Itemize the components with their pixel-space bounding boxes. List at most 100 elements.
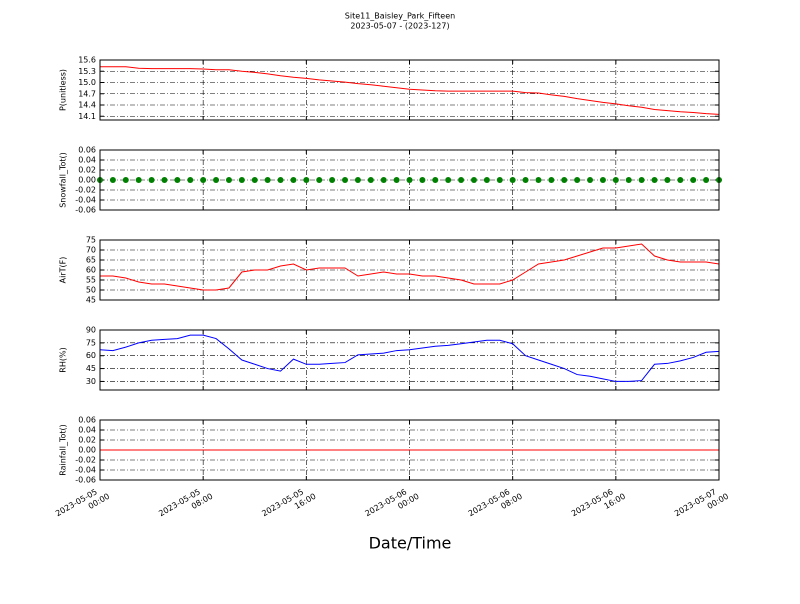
y-tick-label: 30 (86, 377, 96, 386)
plot-frame (99, 239, 720, 301)
data-point (303, 177, 310, 183)
data-line (100, 243, 720, 291)
data-point (703, 177, 710, 183)
y-tick-label: 70 (86, 246, 96, 255)
y-tick-label: 0.06 (78, 416, 96, 425)
data-point (651, 177, 658, 183)
data-point (225, 177, 232, 183)
data-point (587, 177, 594, 183)
data-point (161, 177, 168, 183)
y-tick-label: 45 (86, 296, 96, 305)
data-point (367, 177, 374, 183)
y-tick-label: 0.00 (78, 446, 96, 455)
x-tick-label: 2023-05-05 08:00 (157, 483, 214, 527)
y-axis-label: P(unitless) (59, 69, 68, 111)
data-point (200, 177, 207, 183)
x-tick-label: 2023-05-05 00:00 (54, 483, 111, 527)
data-point (316, 177, 323, 183)
data-point (625, 177, 632, 183)
data-point (406, 177, 413, 183)
y-tick-label: 0.02 (78, 166, 96, 175)
y-tick-label: 45 (86, 364, 96, 373)
y-tick-label: -0.06 (75, 206, 96, 215)
data-point (174, 177, 181, 183)
data-point (393, 177, 400, 183)
data-point (329, 177, 336, 183)
data-point (342, 177, 349, 183)
x-tick-label: 2023-05-07 00:00 (673, 483, 730, 527)
y-tick-label: 14.1 (78, 112, 96, 121)
y-tick-label: 65 (86, 256, 96, 265)
data-point (277, 177, 284, 183)
data-point (122, 177, 129, 183)
y-tick-label: 15.0 (78, 78, 96, 87)
y-tick-label: -0.02 (75, 186, 96, 195)
y-tick-label: -0.02 (75, 456, 96, 465)
y-axis-label: RH(%) (59, 347, 68, 372)
y-axis-label: Snowfall_Tot() (59, 152, 68, 208)
y-axis-label: AirT(F) (59, 257, 68, 284)
x-tick-label: 2023-05-05 16:00 (260, 483, 317, 527)
data-point (470, 177, 477, 183)
data-line (99, 334, 720, 382)
y-tick-label: 90 (86, 326, 96, 335)
data-point (509, 177, 516, 183)
data-point (522, 177, 529, 183)
y-tick-label: 75 (86, 236, 96, 245)
data-point (690, 177, 697, 183)
y-tick-label: 60 (86, 351, 96, 360)
x-tick-label: 2023-05-06 00:00 (364, 483, 421, 527)
data-point (664, 177, 671, 183)
data-point (251, 177, 258, 183)
chart-subtitle: 2023-05-07 - (2023-127) (350, 22, 449, 31)
data-point (445, 177, 452, 183)
data-point (135, 177, 142, 183)
data-point (419, 177, 426, 183)
data-point (599, 177, 606, 183)
data-point (354, 177, 361, 183)
data-point (458, 177, 465, 183)
data-point (380, 177, 387, 183)
data-point (109, 177, 116, 183)
data-point (561, 177, 568, 183)
data-point (638, 177, 645, 183)
y-tick-label: -0.04 (75, 466, 96, 475)
data-point (148, 177, 155, 183)
y-tick-label: 15.6 (78, 56, 96, 65)
y-tick-label: -0.06 (75, 476, 96, 485)
data-point (432, 177, 439, 183)
x-tick-label: 2023-05-06 16:00 (570, 483, 627, 527)
data-line (100, 66, 720, 115)
y-tick-label: 50 (86, 286, 96, 295)
plot-frame (99, 329, 720, 391)
y-tick-label: 75 (86, 338, 96, 347)
y-tick-label: 15.3 (78, 67, 96, 76)
plot-frame (99, 419, 720, 481)
y-axis-label: Rainfall_Tot() (59, 424, 68, 476)
data-point (496, 177, 503, 183)
y-tick-label: 0.06 (78, 146, 96, 155)
data-point (677, 177, 684, 183)
y-tick-label: 14.7 (78, 89, 96, 98)
x-axis-label: Date/Time (369, 534, 452, 553)
plot-frame (99, 59, 720, 121)
data-point (290, 177, 297, 183)
y-tick-label: 60 (86, 266, 96, 275)
data-point (612, 177, 619, 183)
data-point (238, 177, 245, 183)
chart-title: Site11_Baisley_Park_Fifteen (345, 12, 455, 21)
x-tick-label: 2023-05-06 08:00 (467, 483, 524, 527)
data-point (187, 177, 194, 183)
data-point (548, 177, 555, 183)
y-tick-label: -0.04 (75, 196, 96, 205)
data-point (535, 177, 542, 183)
data-point (213, 177, 220, 183)
plot-frame (99, 149, 720, 211)
y-tick-label: 0.00 (78, 176, 96, 185)
data-point (483, 177, 490, 183)
data-point (574, 177, 581, 183)
y-tick-label: 0.04 (78, 426, 96, 435)
y-tick-label: 0.02 (78, 436, 96, 445)
